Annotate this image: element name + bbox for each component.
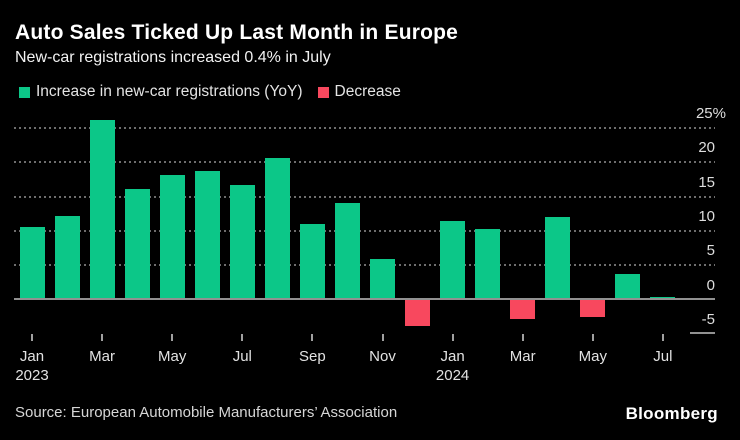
gridline-5 [14, 264, 715, 267]
bar-jul-2023 [229, 184, 255, 300]
x-axis-tick [451, 334, 454, 341]
bar-jan-2024 [440, 220, 466, 300]
gridline-20 [14, 161, 715, 164]
legend-increase-label: Increase in new-car registrations (YoY) [36, 83, 303, 100]
bar-mar-2024 [510, 299, 536, 319]
x-axis-tick [171, 334, 174, 341]
gridline-15 [14, 195, 715, 198]
legend-decrease-label: Decrease [334, 83, 401, 100]
x-axis-year-label: 2023 [15, 367, 49, 384]
y-axis-label: 20 [698, 139, 715, 157]
page-subtitle: New-car registrations increased 0.4% in … [15, 49, 331, 66]
y-axis-label: 0 [706, 276, 715, 294]
legend: Increase in new-car registrations (YoY) … [19, 83, 401, 101]
y-axis-label: 10 [698, 207, 715, 225]
y-axis-label: 25% [695, 104, 726, 122]
x-axis-label: Jul [653, 348, 673, 365]
bar-oct-2023 [334, 203, 360, 300]
y-axis-label: 15 [698, 173, 715, 191]
bar-apr-2024 [545, 217, 571, 300]
bar-may-2023 [159, 174, 185, 300]
x-axis-tick [241, 334, 244, 341]
bar-dec-2023 [405, 299, 431, 327]
bar-apr-2023 [124, 188, 150, 300]
legend-decrease-swatch-icon [317, 86, 329, 98]
legend-increase-swatch-icon [19, 86, 30, 98]
bar-sep-2023 [299, 223, 325, 300]
gridline-10 [14, 229, 715, 232]
bar-nov-2023 [370, 258, 395, 300]
x-axis-tick [31, 334, 33, 341]
x-axis-label: Jan [19, 348, 45, 365]
bar-jun-2023 [194, 171, 220, 300]
x-axis-label: Sep [299, 348, 326, 365]
x-axis-label: May [578, 348, 607, 365]
x-axis-tick [591, 334, 594, 341]
bloomberg-logo: Bloomberg [625, 404, 718, 423]
x-axis-tick [311, 334, 314, 341]
x-axis-label: May [158, 348, 187, 365]
x-axis-label: Mar [509, 348, 536, 365]
page-title: Auto Sales Ticked Up Last Month in Europ… [15, 21, 459, 44]
bar-aug-2023 [264, 158, 290, 300]
bar-jun-2024 [615, 274, 641, 300]
bar-jan-2023 [19, 226, 45, 300]
y-axis-label: 5 [706, 242, 715, 260]
bar-mar-2023 [89, 119, 115, 300]
baseline-segment [690, 332, 715, 335]
x-axis-tick [101, 334, 104, 341]
x-axis-label: Nov [369, 348, 396, 365]
bar-feb-2024 [475, 229, 501, 300]
zero-axis-line [14, 298, 715, 300]
gridline-25 [14, 126, 715, 129]
bar-feb-2023 [54, 216, 80, 300]
x-axis-label: Jul [232, 348, 252, 365]
x-axis-year-label: 2024 [435, 367, 470, 384]
x-axis-label: Mar [89, 348, 116, 365]
x-axis-tick [521, 334, 524, 341]
y-axis-label: -5 [701, 310, 715, 328]
source-text: Source: European Automobile Manufacturer… [15, 404, 398, 421]
x-axis-tick [381, 334, 384, 341]
x-axis-tick [661, 334, 664, 341]
bar-may-2024 [580, 299, 606, 318]
x-axis-label: Jan [440, 348, 465, 365]
